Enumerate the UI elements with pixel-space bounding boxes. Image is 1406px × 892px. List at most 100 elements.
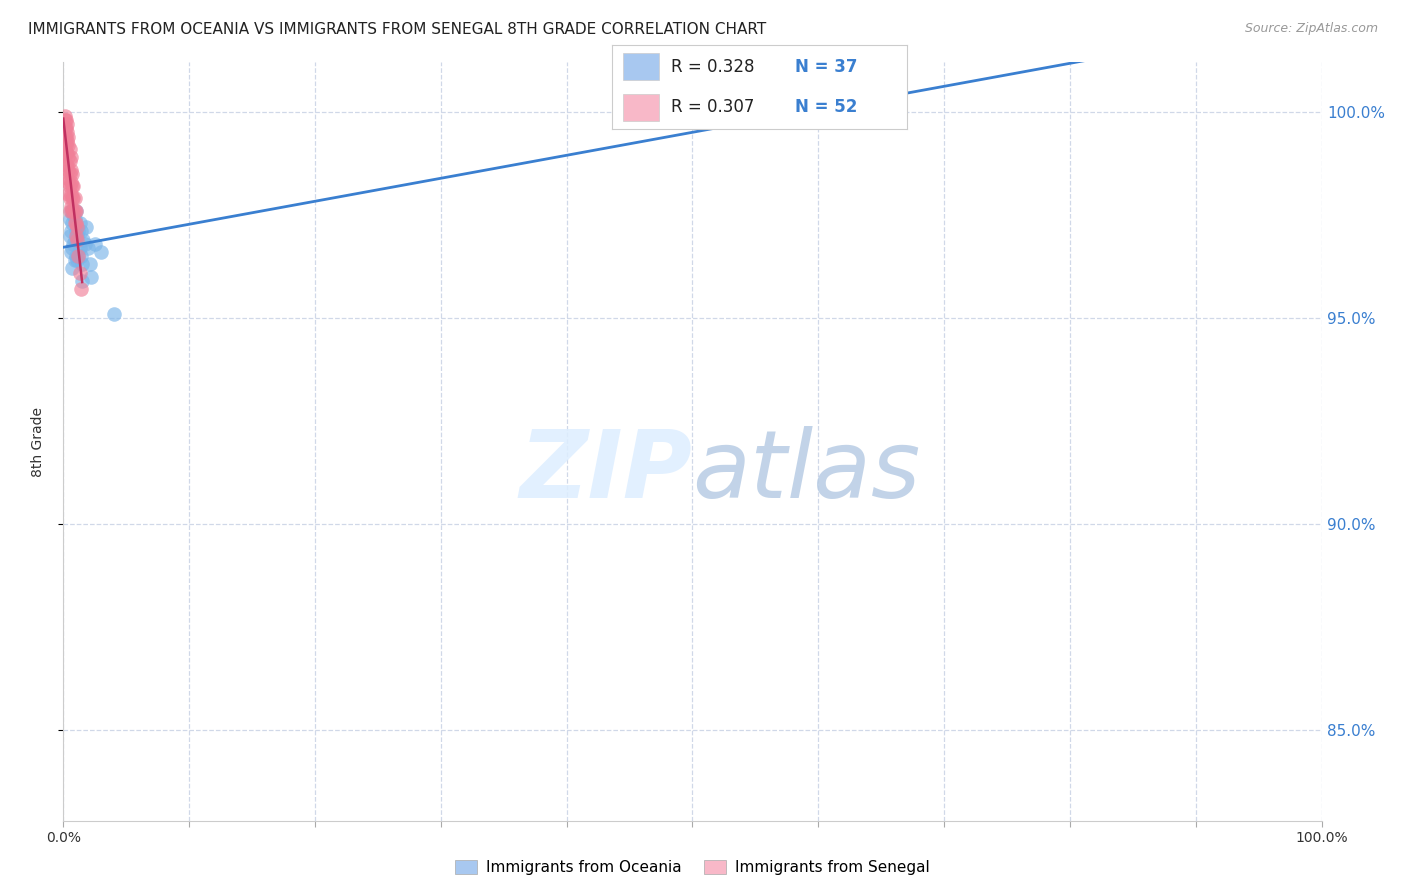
Point [65, 224, 87, 238]
Point [59, 200, 82, 214]
Point [66, 253, 89, 268]
Point [62, 191, 84, 205]
Point [59, 187, 82, 202]
Point [66, 233, 89, 247]
Text: IMMIGRANTS FROM OCEANIA VS IMMIGRANTS FROM SENEGAL 8TH GRADE CORRELATION CHART: IMMIGRANTS FROM OCEANIA VS IMMIGRANTS FR… [28, 22, 766, 37]
Point [59, 175, 82, 189]
Point [55, 129, 77, 144]
Point [58, 187, 80, 202]
Point [72, 233, 94, 247]
Point [70, 249, 93, 263]
Point [59, 203, 82, 218]
Point [59, 245, 82, 260]
Point [56, 134, 79, 148]
Point [58, 203, 80, 218]
Point [66, 220, 89, 235]
Point [65, 203, 87, 218]
Legend: Immigrants from Oceania, Immigrants from Senegal: Immigrants from Oceania, Immigrants from… [449, 854, 936, 881]
Point [62, 179, 84, 194]
Point [60, 216, 83, 230]
Point [56, 126, 79, 140]
Point [55, 121, 77, 136]
Point [63, 203, 86, 218]
Point [56, 117, 79, 131]
Point [58, 212, 80, 227]
Point [60, 167, 83, 181]
Text: N = 37: N = 37 [794, 58, 858, 76]
Point [58, 154, 80, 169]
Text: R = 0.328: R = 0.328 [671, 58, 754, 76]
Point [62, 208, 84, 222]
Point [70, 274, 93, 288]
Bar [623, 94, 659, 120]
Point [55, 137, 77, 152]
Point [53, 129, 76, 144]
Point [65, 249, 87, 263]
Point [83, 236, 105, 251]
Point [59, 162, 82, 177]
Point [56, 158, 79, 172]
Point [832, 109, 855, 123]
Point [60, 261, 83, 276]
Point [56, 170, 79, 185]
Text: atlas: atlas [692, 426, 921, 517]
Point [63, 233, 86, 247]
Point [59, 150, 82, 164]
Point [55, 113, 77, 128]
Point [69, 241, 91, 255]
Point [69, 216, 91, 230]
Point [53, 113, 76, 128]
Point [63, 216, 86, 230]
Point [60, 179, 83, 194]
Point [58, 137, 80, 152]
Point [69, 266, 91, 280]
Point [62, 236, 84, 251]
Point [77, 241, 100, 255]
Point [65, 228, 87, 243]
Point [59, 224, 82, 238]
Point [53, 121, 76, 136]
Point [60, 241, 83, 255]
Y-axis label: 8th Grade: 8th Grade [31, 407, 45, 476]
Text: ZIP: ZIP [520, 425, 692, 518]
Point [80, 269, 103, 284]
Point [65, 203, 87, 218]
Point [58, 179, 80, 194]
Point [58, 129, 80, 144]
Point [103, 307, 125, 321]
Point [70, 282, 93, 296]
Point [70, 224, 93, 238]
Bar [623, 54, 659, 80]
Point [58, 142, 80, 156]
Point [65, 216, 87, 230]
Point [58, 162, 80, 177]
Point [58, 150, 80, 164]
Point [67, 224, 90, 238]
Point [644, 109, 666, 123]
Text: N = 52: N = 52 [794, 98, 858, 116]
Point [55, 146, 77, 161]
Point [70, 257, 93, 271]
Point [58, 191, 80, 205]
Point [63, 212, 86, 227]
Point [58, 167, 80, 181]
Point [67, 249, 90, 263]
Point [53, 142, 76, 156]
Point [62, 203, 84, 218]
Point [66, 228, 89, 243]
Point [58, 175, 80, 189]
Text: R = 0.307: R = 0.307 [671, 98, 754, 116]
Point [55, 158, 77, 172]
Point [58, 228, 80, 243]
Point [63, 253, 86, 268]
Point [63, 191, 86, 205]
Point [53, 109, 76, 123]
Point [75, 220, 97, 235]
Point [60, 191, 83, 205]
Point [79, 257, 101, 271]
Point [90, 245, 112, 260]
Point [60, 203, 83, 218]
Point [56, 146, 79, 161]
Point [73, 236, 96, 251]
Point [67, 249, 90, 263]
